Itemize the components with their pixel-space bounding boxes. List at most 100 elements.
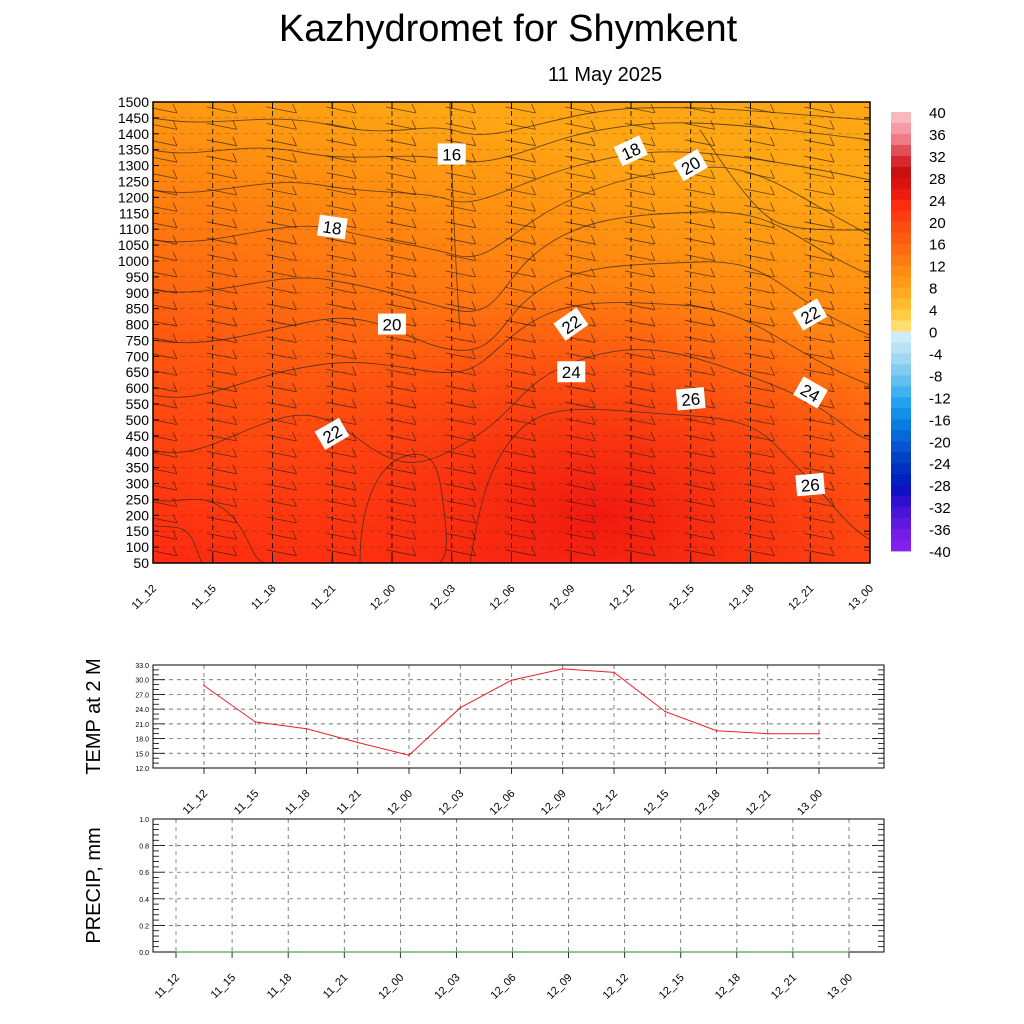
colorbar-swatch	[891, 419, 911, 431]
series-point	[356, 741, 359, 744]
wind-barb	[744, 120, 775, 130]
wind-barb	[863, 155, 870, 158]
wind-barb	[266, 382, 297, 393]
wind-barb	[744, 202, 775, 212]
panel-x-tick-label: 12_00	[376, 972, 406, 1002]
wind-barb	[326, 399, 357, 409]
wind-barb	[266, 251, 297, 261]
wind-barb	[684, 317, 716, 327]
wind-barb	[153, 513, 178, 524]
heat-y-tick-label: 200	[126, 507, 150, 523]
contour-label: 18	[316, 214, 348, 240]
colorbar-swatch	[891, 298, 911, 310]
wind-barb	[804, 185, 835, 196]
wind-barb	[863, 451, 870, 454]
wind-barb	[445, 431, 477, 442]
contour-label-text: 16	[442, 145, 461, 164]
wind-barb	[744, 169, 775, 179]
wind-barb	[266, 546, 297, 557]
colorbar-swatch	[891, 452, 911, 464]
wind-barb	[153, 103, 178, 114]
colorbar-label: 4	[929, 303, 937, 320]
contour-label-box	[675, 387, 706, 411]
wind-barb	[684, 333, 716, 343]
wind-barb	[206, 530, 238, 540]
wind-barb	[153, 415, 178, 425]
wind-barb	[206, 153, 238, 163]
series-point	[511, 951, 514, 953]
wind-barb	[624, 185, 656, 196]
colorbar-swatch	[891, 463, 911, 475]
wind-barb	[565, 185, 596, 196]
heat-y-tick-label: 500	[126, 412, 150, 428]
wind-barb	[326, 153, 357, 163]
series-point	[231, 951, 233, 953]
wind-barb	[385, 136, 417, 147]
wind-barb	[505, 317, 536, 327]
colorbar-swatch	[891, 485, 911, 497]
panel-x-tick-label: 11_12	[181, 788, 211, 818]
heat-x-tick-label: 12_21	[786, 583, 816, 613]
wind-barb	[863, 369, 870, 372]
panel-x-tick-label: 11_15	[232, 788, 262, 818]
wind-barb	[744, 448, 775, 458]
wind-barb	[804, 497, 835, 507]
colorbar-label: 0	[929, 325, 937, 342]
wind-barb	[804, 120, 835, 130]
wind-barb	[266, 415, 297, 425]
panel-y-tick-label: 33.0	[135, 663, 149, 670]
colorbar-label: 32	[929, 149, 946, 166]
wind-barb	[684, 136, 716, 147]
colorbar-label: -36	[929, 522, 951, 539]
wind-barb	[445, 284, 477, 294]
wind-barb	[266, 431, 297, 442]
heat-y-tick-label: 650	[126, 364, 150, 380]
heat-y-tick-label: 900	[126, 285, 150, 301]
colorbar-swatch	[891, 408, 911, 420]
colorbar-swatch	[891, 430, 911, 442]
heat-y-tick-label: 50	[133, 555, 149, 571]
series-point	[613, 671, 615, 674]
panel-y-tick-label: 1.0	[139, 817, 149, 824]
wind-barb	[804, 333, 835, 343]
wind-barb	[744, 333, 775, 343]
contour-line	[153, 166, 870, 258]
wind-barb	[445, 251, 477, 261]
wind-barb	[266, 399, 297, 409]
wind-barb	[153, 497, 178, 507]
wind-barb	[863, 533, 870, 536]
wind-barb	[684, 284, 716, 294]
panel-x-tick-label: 12_15	[657, 972, 687, 1002]
wind-barb	[804, 169, 835, 179]
contour-line	[153, 349, 870, 463]
wind-barb	[505, 399, 536, 409]
wind-barb	[624, 546, 656, 557]
wind-barb	[565, 382, 596, 393]
wind-barb	[744, 317, 775, 327]
wind-barb	[385, 513, 417, 524]
colorbar-swatch	[891, 177, 911, 190]
colorbar-swatch	[891, 309, 911, 321]
contour-label-text: 24	[562, 363, 581, 382]
colorbar-label: -24	[929, 456, 951, 473]
series-point	[343, 951, 346, 953]
series-point	[254, 721, 257, 723]
wind-barb	[266, 120, 297, 130]
wind-barb	[326, 251, 357, 261]
wind-barb	[744, 284, 775, 294]
wind-barb	[445, 546, 477, 557]
wind-barb	[385, 333, 417, 343]
chart-title: Kazhydromet for Shymkent	[278, 8, 738, 50]
panel-x-tick-label: 11_21	[321, 972, 351, 1002]
wind-barb	[804, 530, 835, 540]
wind-barb	[863, 385, 870, 388]
heat-y-tick-label: 250	[126, 491, 150, 507]
wind-barb	[266, 366, 297, 376]
wind-barb	[804, 349, 835, 360]
heat-x-tick-label: 12_18	[727, 583, 757, 613]
wind-barb	[624, 448, 656, 458]
wind-barb	[153, 218, 178, 229]
contour-label-text: 18	[321, 217, 342, 238]
wind-barb	[266, 235, 297, 245]
